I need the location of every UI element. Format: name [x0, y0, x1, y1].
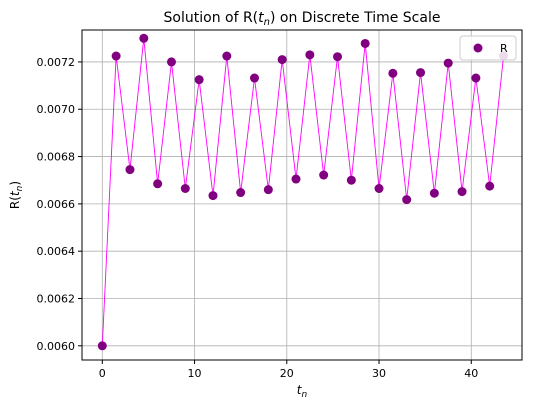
data-point [180, 183, 190, 193]
plot-frame [81, 29, 523, 361]
data-point [125, 165, 135, 175]
data-point [194, 75, 204, 85]
data-point [153, 179, 163, 189]
data-point [388, 68, 398, 78]
data-point [374, 183, 384, 193]
data-point [97, 341, 107, 351]
data-point [166, 57, 176, 67]
y-axis-label: R(tn) [8, 181, 25, 209]
x-tick-label: 20 [280, 367, 294, 380]
y-axis-ticks: 0.0060 0.0062 0.0064 0.0066 0.0068 0.0070 0.00… [37, 56, 82, 353]
series-layer [97, 33, 509, 351]
grid [82, 30, 522, 360]
x-tick-label: 0 [99, 367, 106, 380]
data-point [139, 33, 149, 43]
data-point [236, 188, 246, 198]
legend-marker [473, 43, 483, 53]
data-point [277, 55, 287, 65]
data-point [208, 191, 218, 201]
legend-box [459, 35, 517, 61]
y-tick-label: 0.0060 [37, 340, 76, 353]
series-line [101, 38, 504, 346]
data-point [416, 68, 426, 78]
data-point [485, 181, 495, 191]
data-point [111, 51, 121, 61]
chart-title: Solution of R(tn) on Discrete Time Scale [164, 10, 441, 28]
x-axis-ticks: 0 10 20 30 40 [99, 360, 478, 380]
data-point [471, 73, 481, 83]
data-point [305, 50, 315, 60]
y-tick-label: 0.0064 [37, 245, 76, 258]
data-point [346, 175, 356, 185]
data-point [402, 195, 412, 205]
x-tick-label: 10 [188, 367, 202, 380]
x-tick-label: 40 [464, 367, 478, 380]
y-tick-label: 0.0070 [37, 103, 76, 116]
data-point [222, 51, 232, 61]
data-point [429, 188, 439, 198]
legend: R [459, 35, 517, 61]
y-tick-label: 0.0068 [37, 151, 76, 164]
data-point [291, 174, 301, 184]
data-point [249, 73, 259, 83]
data-point [457, 187, 467, 197]
x-tick-label: 30 [372, 367, 386, 380]
data-point [360, 38, 370, 48]
data-point [443, 58, 453, 68]
data-point [263, 185, 273, 195]
data-point [319, 170, 329, 180]
y-tick-label: 0.0062 [37, 292, 76, 305]
legend-label: R [500, 42, 508, 55]
data-point [333, 52, 343, 62]
x-axis-label: tn [297, 383, 308, 400]
y-tick-label: 0.0072 [37, 56, 76, 69]
y-tick-label: 0.0066 [37, 198, 76, 211]
